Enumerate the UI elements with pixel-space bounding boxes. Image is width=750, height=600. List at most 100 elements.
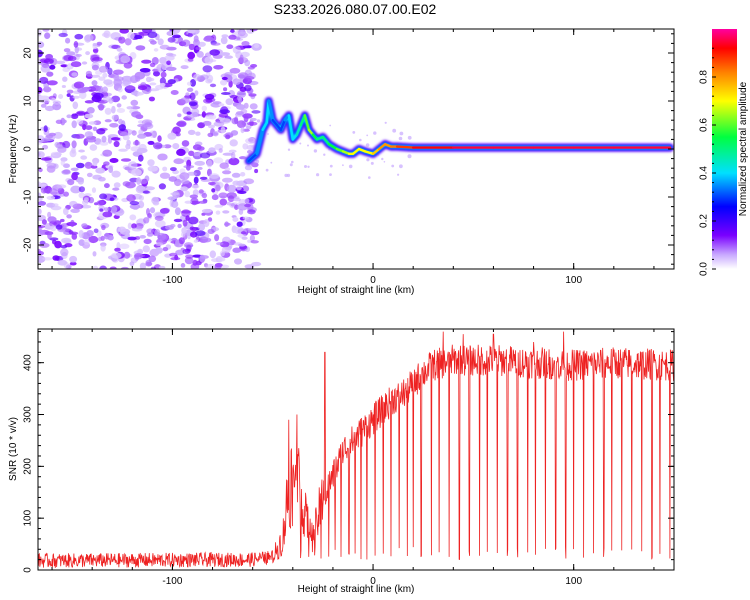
noise-blob <box>187 232 191 240</box>
noise-blob <box>153 142 163 150</box>
noise-blob <box>192 111 199 118</box>
noise-blob <box>226 44 234 49</box>
noise-blob <box>139 178 148 184</box>
noise-blob <box>174 207 181 216</box>
noise-blob <box>136 147 148 154</box>
noise-blob <box>75 53 82 57</box>
noise-blob <box>145 261 152 267</box>
noise-blob <box>128 161 138 170</box>
noise-blob <box>244 198 250 203</box>
noise-blob <box>70 113 79 120</box>
noise-blob <box>117 87 123 93</box>
noise-blob <box>177 113 182 118</box>
noise-blob <box>197 76 206 81</box>
noise-blob <box>39 242 50 248</box>
noise-blob <box>231 151 236 160</box>
noise-blob <box>206 59 217 63</box>
noise-blob <box>137 133 147 139</box>
snr-xlabel: Height of straight line (km) <box>298 584 415 595</box>
noise-blob <box>249 103 258 110</box>
noise-blob <box>169 252 178 257</box>
noise-blob <box>83 197 89 203</box>
noise-blob <box>46 71 54 77</box>
noise-blob <box>190 79 196 87</box>
noise-blob <box>251 261 262 267</box>
noise-blob <box>40 157 52 161</box>
noise-blob <box>215 184 221 192</box>
noise-blob <box>228 157 240 166</box>
noise-blob <box>230 29 235 33</box>
noise-blob <box>229 94 239 99</box>
noise-blob <box>101 32 109 38</box>
noise-blob <box>52 255 60 261</box>
noise-blob <box>66 89 74 94</box>
noise-speck <box>398 136 403 141</box>
spectrogram-signal-track <box>244 96 674 166</box>
noise-blob <box>170 192 180 196</box>
noise-blob <box>171 200 179 208</box>
noise-blob <box>166 60 172 66</box>
noise-blob <box>84 100 95 104</box>
snr-series-line <box>38 331 674 569</box>
noise-blob <box>186 165 191 171</box>
noise-speck <box>399 131 404 136</box>
noise-blob <box>46 162 57 169</box>
noise-speck <box>348 164 353 169</box>
noise-blob <box>199 254 206 263</box>
noise-speck <box>381 157 384 161</box>
noise-blob <box>98 76 106 81</box>
noise-blob <box>183 242 194 249</box>
noise-blob <box>127 236 137 241</box>
noise-blob <box>85 70 92 77</box>
noise-blob <box>104 232 110 240</box>
noise-blob <box>178 237 185 245</box>
xtick-label: 100 <box>565 275 582 286</box>
noise-blob <box>107 67 113 75</box>
noise-blob <box>118 36 126 44</box>
signal-track-segment <box>247 152 258 163</box>
noise-blob <box>96 128 106 135</box>
noise-blob <box>109 158 119 163</box>
noise-blob <box>101 135 107 143</box>
noise-blob <box>125 181 136 189</box>
colorbar: 0.0 0.2 0.4 0.6 0.8 Normalized spectral ampl… <box>699 29 749 276</box>
noise-speck <box>286 173 291 178</box>
xtick-label: 0 <box>370 576 376 587</box>
noise-blob <box>207 217 213 222</box>
noise-blob <box>55 60 66 65</box>
noise-blob <box>63 55 74 61</box>
noise-blob <box>85 125 93 130</box>
noise-blob <box>122 135 130 141</box>
noise-blob <box>180 65 189 70</box>
noise-blob <box>78 239 85 247</box>
noise-blob <box>250 29 258 32</box>
colorbar-tick-label: 0.8 <box>699 70 710 84</box>
noise-blob <box>209 173 220 179</box>
noise-blob <box>113 78 123 87</box>
noise-blob <box>141 59 152 64</box>
noise-blob <box>172 143 180 150</box>
noise-blob <box>187 29 196 34</box>
noise-blob <box>218 103 225 107</box>
noise-blob <box>251 110 261 114</box>
noise-blob <box>69 231 79 235</box>
noise-blob <box>247 150 253 154</box>
noise-blob <box>38 201 47 206</box>
noise-blob <box>38 167 43 173</box>
noise-blob <box>38 208 42 215</box>
noise-blob <box>148 255 157 263</box>
noise-blob <box>151 196 160 205</box>
signal-track-segment <box>351 147 361 156</box>
noise-blob <box>141 119 153 126</box>
noise-blob <box>103 161 110 166</box>
noise-speck <box>368 176 371 179</box>
noise-blob <box>155 247 163 254</box>
noise-blob <box>103 79 113 85</box>
noise-blob <box>170 167 177 172</box>
noise-speck <box>265 168 269 172</box>
noise-blob <box>163 82 173 88</box>
noise-blob <box>236 185 242 191</box>
noise-blob <box>104 119 112 123</box>
noise-blob <box>187 129 196 135</box>
